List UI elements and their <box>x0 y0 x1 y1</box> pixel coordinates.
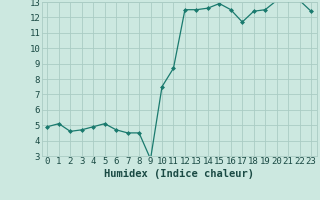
X-axis label: Humidex (Indice chaleur): Humidex (Indice chaleur) <box>104 169 254 179</box>
